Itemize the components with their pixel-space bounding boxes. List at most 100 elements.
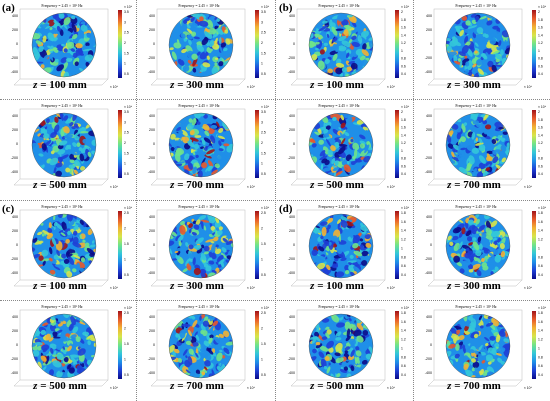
y-tick-label: 200 — [289, 329, 295, 333]
z-unit: mm — [345, 179, 364, 191]
z-symbol: z — [310, 280, 315, 292]
heatmap-panel: Frequency = 2.45 × 10⁹ Hz 400 200 0 -200 -400… — [137, 201, 273, 300]
colorbar-tick-label: 0.5 — [261, 72, 266, 76]
y-tick-label: 0 — [293, 42, 295, 46]
z-label: z = 100 mm — [33, 79, 87, 91]
colorbar-tick-label: 2 — [124, 327, 126, 331]
colorbar-tick-label: 0.5 — [124, 273, 129, 277]
colorbar-tick-label: 1.2 — [538, 238, 543, 242]
colorbar-tick-label: 1.5 — [124, 151, 129, 155]
colorbar-exponent: × 10⁴ — [124, 206, 133, 210]
panel-divider — [0, 99, 550, 100]
y-tick-label: 400 — [289, 215, 295, 219]
y-tick-label: 0 — [293, 343, 295, 347]
z-label: z = 700 mm — [170, 179, 224, 191]
colorbar-exponent: × 10⁴ — [401, 5, 410, 9]
x-exponent: × 10⁴ — [387, 386, 396, 390]
z-label: z = 500 mm — [33, 380, 87, 392]
y-tick-label: 200 — [12, 229, 18, 233]
z-unit: mm — [345, 380, 364, 392]
colorbar-tick-label: 3 — [124, 120, 126, 124]
colorbar — [532, 311, 536, 379]
colorbar-exponent: × 10⁴ — [401, 105, 410, 109]
colorbar-tick-label: 2 — [538, 110, 540, 114]
colorbar-tick-label: 1.6 — [538, 320, 543, 324]
colorbar-tick-label: 1.4 — [401, 133, 406, 137]
y-tick-label: -200 — [288, 257, 295, 261]
y-tick-label: -200 — [288, 56, 295, 60]
y-tick-label: -200 — [148, 156, 155, 160]
colorbar-tick-label: 0.8 — [538, 355, 543, 359]
x-exponent: × 10⁴ — [247, 386, 256, 390]
z-value: 500 — [49, 380, 66, 392]
z-symbol: z — [33, 179, 38, 191]
z-value: 700 — [186, 380, 203, 392]
z-unit: mm — [205, 280, 224, 292]
colorbar-tick-label: 2 — [124, 141, 126, 145]
heatmap-panel: Frequency = 2.45 × 10⁹ Hz 400 200 0 -200 -400… — [0, 0, 136, 99]
z-label: z = 100 mm — [310, 79, 364, 91]
z-label: z = 500 mm — [310, 380, 364, 392]
y-tick-label: -400 — [425, 70, 432, 74]
axis-frame — [19, 8, 109, 80]
colorbar-tick-label: 1.8 — [538, 18, 543, 22]
quadrant-a: Frequency = 2.45 × 10⁹ Hz 400 200 0 -200 -400… — [0, 0, 273, 199]
z-symbol: z — [447, 179, 452, 191]
colorbar-tick-label: 1 — [124, 358, 126, 362]
colorbar-tick-label: 1.2 — [401, 41, 406, 45]
colorbar-tick-label: 3 — [124, 20, 126, 24]
z-value: 700 — [186, 179, 203, 191]
colorbar-tick-label: 1 — [124, 258, 126, 262]
heatmap-svg: Frequency = 2.45 × 10⁹ Hz 400 200 0 -200 -400… — [11, 4, 133, 89]
colorbar-tick-label: 1.4 — [538, 229, 543, 233]
colorbar-tick-label: 0.4 — [401, 172, 406, 176]
y-tick-label: 0 — [16, 42, 18, 46]
z-unit: mm — [68, 380, 87, 392]
y-tick-label: 0 — [153, 243, 155, 247]
z-value: 700 — [463, 179, 480, 191]
z-value: 100 — [326, 79, 343, 91]
colorbar-exponent: × 10⁴ — [401, 306, 410, 310]
colorbar-tick-label: 0.6 — [538, 64, 543, 68]
colorbar-tick-label: 0.8 — [401, 157, 406, 161]
colorbar-exponent: × 10⁴ — [261, 206, 270, 210]
z-symbol: z — [170, 79, 175, 91]
colorbar-tick-label: 0.4 — [401, 373, 406, 377]
colorbar-tick-label: 1 — [261, 258, 263, 262]
z-unit: mm — [205, 179, 224, 191]
panel-header: Frequency = 2.45 × 10⁹ Hz — [318, 4, 360, 8]
y-tick-label: -200 — [288, 156, 295, 160]
field-map — [309, 214, 373, 278]
y-tick-label: 200 — [426, 229, 432, 233]
y-tick-label: -400 — [425, 271, 432, 275]
panel-header: Frequency = 2.45 × 10⁹ Hz — [455, 4, 497, 8]
y-tick-label: 200 — [149, 229, 155, 233]
quadrant-c: Frequency = 2.45 × 10⁹ Hz 400 200 0 -200 -400… — [0, 201, 273, 400]
heatmap-panel: Frequency = 2.45 × 10⁹ Hz 400 200 0 -200 -400… — [137, 301, 273, 400]
colorbar-tick-label: 2.5 — [261, 131, 266, 135]
heatmap-panel: Frequency = 2.45 × 10⁹ Hz 400 200 0 -200 -400… — [277, 0, 413, 99]
field-map — [169, 113, 233, 177]
quadrant-d: Frequency = 2.45 × 10⁹ Hz 400 200 0 -200 -400… — [277, 201, 550, 400]
colorbar-tick-label: 2.5 — [261, 311, 266, 315]
field-map — [309, 113, 373, 177]
colorbar-tick-label: 1.6 — [401, 26, 406, 30]
y-tick-label: -400 — [11, 271, 18, 275]
field-map — [32, 113, 96, 177]
colorbar-tick-label: 1 — [261, 62, 263, 66]
y-tick-label: -400 — [148, 170, 155, 174]
colorbar-tick-label: 0.6 — [538, 364, 543, 368]
colorbar — [532, 10, 536, 78]
colorbar-exponent: × 10⁴ — [538, 306, 547, 310]
z-symbol: z — [170, 380, 175, 392]
y-tick-label: -400 — [11, 170, 18, 174]
colorbar-tick-label: 2 — [401, 110, 403, 114]
y-tick-label: -400 — [148, 371, 155, 375]
y-tick-label: 400 — [12, 114, 18, 118]
y-tick-label: -200 — [11, 357, 18, 361]
colorbar-tick-label: 0.4 — [538, 172, 543, 176]
colorbar-tick-label: 0.5 — [124, 72, 129, 76]
colorbar-tick-label: 1 — [261, 162, 263, 166]
colorbar-tick-label: 1.8 — [538, 118, 543, 122]
colorbar-tick-label: 1.4 — [538, 133, 543, 137]
